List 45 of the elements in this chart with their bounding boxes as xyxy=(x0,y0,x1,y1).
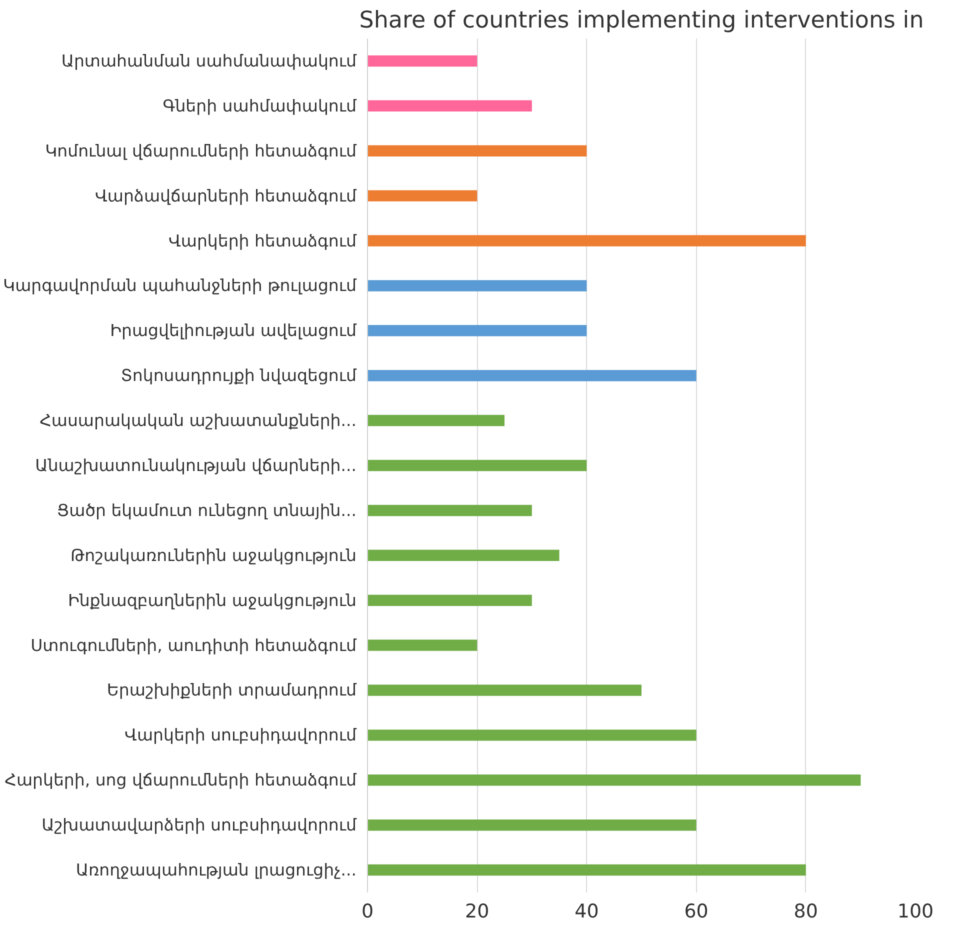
bar xyxy=(368,460,587,472)
bar xyxy=(368,325,587,336)
x-tick-label: 20 xyxy=(465,900,490,922)
y-tick-label: Արտահանման սահմանափակում xyxy=(61,51,358,70)
y-tick-label: Ցածր եկամուտ ունեցող տնային... xyxy=(56,500,357,520)
y-tick-label: Վարձավճարների հետաձգում xyxy=(94,186,358,206)
x-tick-label: 40 xyxy=(574,900,599,922)
y-tick-label: Վարկերի սուբսիդավորում xyxy=(124,726,358,745)
bar xyxy=(368,684,642,696)
y-tick-label: Իրացվելիության ավելացում xyxy=(110,321,358,340)
bar xyxy=(368,550,560,562)
bar xyxy=(368,504,532,516)
bar xyxy=(368,280,587,292)
y-tick-label: Անաշխատունակության վճարների... xyxy=(35,456,357,475)
bar xyxy=(368,730,696,741)
y-tick-label: Երաշխիքների տրամադրում xyxy=(106,680,358,700)
y-tick-label: Ստուգումների, աուդիտի հետաձգում xyxy=(30,636,358,655)
bar xyxy=(368,145,587,156)
chart-title: Share of countries implementing interventions in xyxy=(359,8,924,34)
bar xyxy=(368,235,806,246)
bar xyxy=(368,370,696,382)
bar xyxy=(368,819,696,831)
bar xyxy=(368,414,504,426)
y-tick-label: Թոշակառուներին աջակցություն xyxy=(70,546,357,565)
bar xyxy=(368,594,532,606)
y-tick-label: Կարգավորման պահանջների թուլացում xyxy=(3,276,358,296)
y-tick-label: Աշխատավարձերի սուբսիդավորում xyxy=(42,816,358,835)
bar xyxy=(368,864,806,876)
bar xyxy=(368,190,478,202)
x-tick-label: 80 xyxy=(794,900,818,922)
y-tick-label: Ինքնազբաղներին աջակցություն xyxy=(68,590,357,610)
y-tick-label: Տոկոսադրույքի նվազեցում xyxy=(120,366,358,386)
x-tick-label: 100 xyxy=(897,900,934,922)
bar xyxy=(368,774,861,786)
x-tick-label: 0 xyxy=(361,900,374,922)
y-tick-label: Հարկերի, սոց վճարումների հետաձգում xyxy=(4,770,358,790)
y-tick-label: Գների սահմափակում xyxy=(162,96,358,116)
x-tick-label: 60 xyxy=(684,900,708,922)
y-tick-label: Հասարակական աշխատանքների... xyxy=(40,411,357,430)
y-tick-label: Վարկերի հետաձգում xyxy=(168,231,358,250)
y-tick-label: Առողջապահության լրացուցիչ... xyxy=(76,860,357,880)
y-tick-label: Կոմունալ վճարումների հետաձգում xyxy=(45,141,358,160)
bar xyxy=(368,55,478,67)
bar xyxy=(368,100,532,112)
bar xyxy=(368,640,478,651)
